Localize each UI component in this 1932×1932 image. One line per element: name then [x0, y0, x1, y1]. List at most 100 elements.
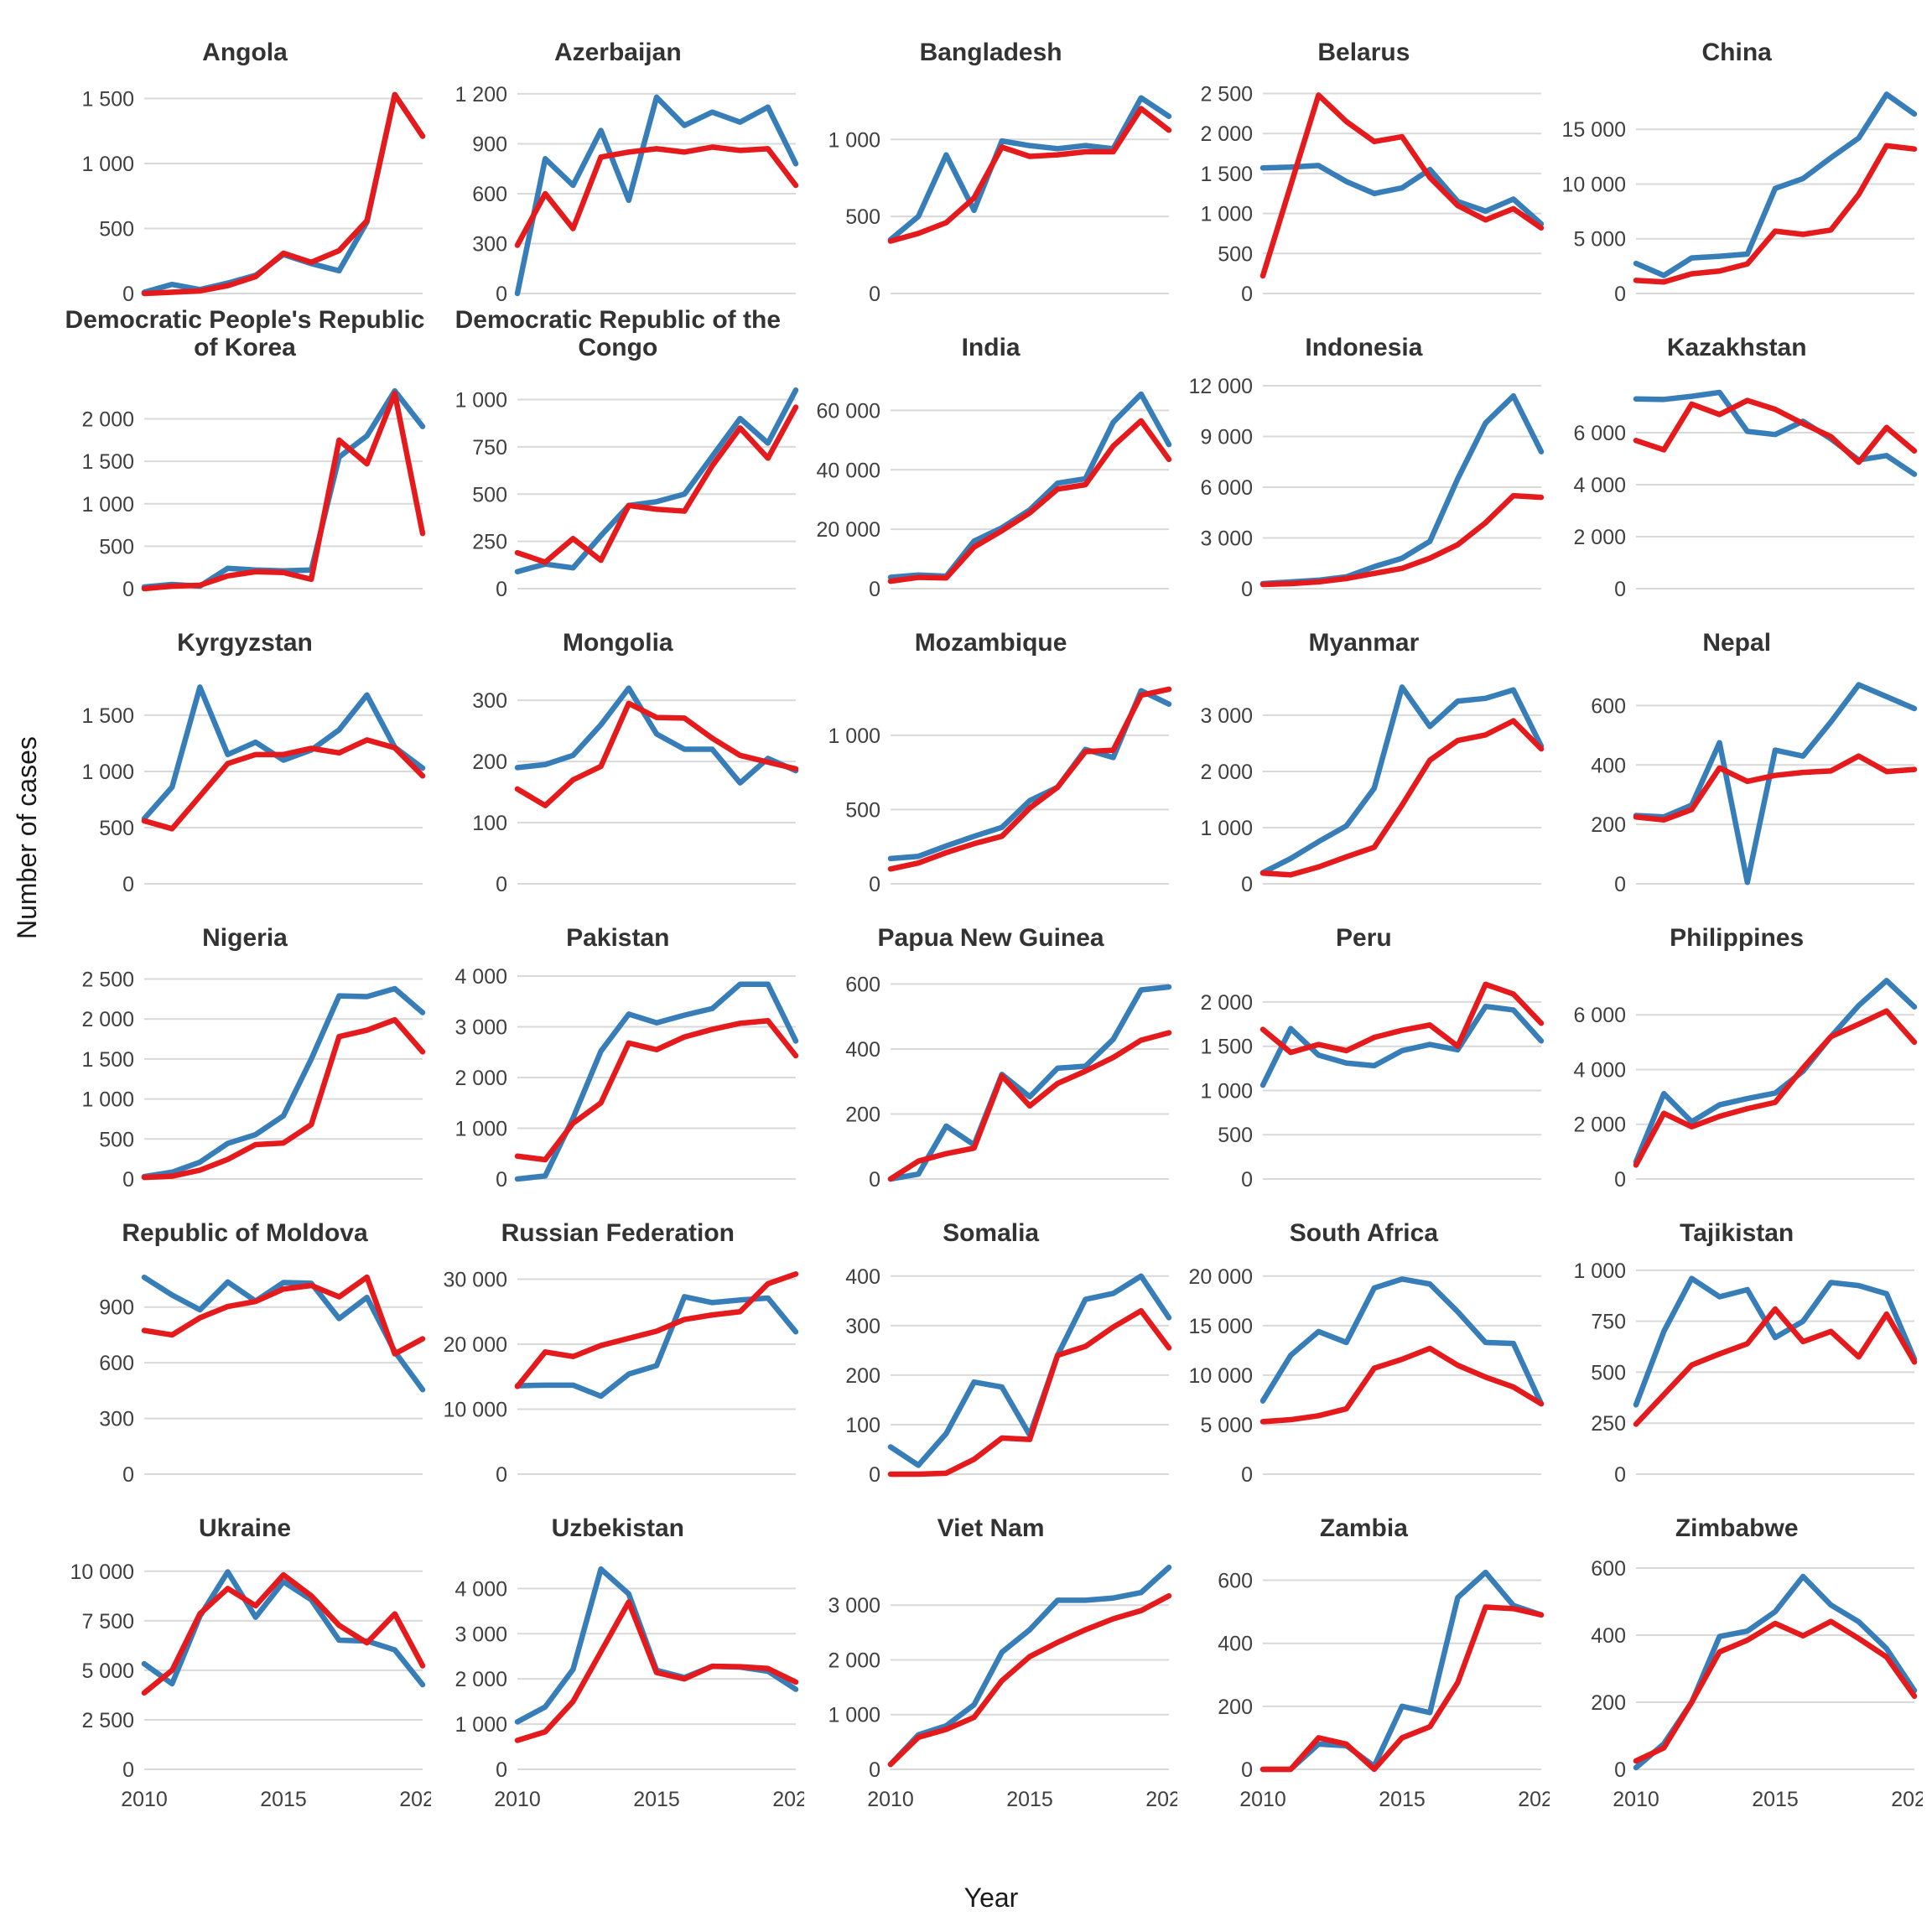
- y-tick-label: 40 000: [816, 459, 880, 482]
- gridlines: 0 5 000 10 000 15 000: [1562, 118, 1915, 306]
- y-tick-label: 0: [1614, 1168, 1626, 1192]
- y-tick-label: 500: [472, 483, 507, 506]
- panel-indonesia: Indonesia 0 3 000 6 000 9 000 12 000: [1177, 310, 1550, 605]
- y-tick-label: 10 000: [70, 1561, 134, 1584]
- y-tick-label: 20 000: [443, 1333, 506, 1357]
- y-tick-label: 250: [472, 531, 507, 554]
- y-tick-label: 200: [845, 1104, 880, 1127]
- x-tick-label: 2010: [1613, 1788, 1659, 1811]
- y-tick-label: 3 000: [828, 1594, 880, 1618]
- series-red-line: [141, 91, 426, 297]
- panel-title: Uzbekistan: [551, 1514, 684, 1543]
- panel-title: China: [1701, 39, 1772, 67]
- y-tick-label: 15 000: [1189, 1315, 1253, 1338]
- gridlines: 0 5 000 10 000 15 000 20 000: [1189, 1265, 1542, 1487]
- panel-nigeria: Nigeria 0 500 1 000 1 500 2 000 2 500: [59, 901, 431, 1196]
- panel-title: Nigeria: [202, 924, 288, 953]
- y-tick-label: 1 000: [1201, 203, 1254, 226]
- y-tick-label: 500: [1218, 242, 1254, 266]
- series-red-line: [141, 1016, 426, 1181]
- series-red-line: [1633, 753, 1918, 823]
- chart-papua-new-guinea: 0 200 400 600: [845, 974, 1171, 1192]
- series-red-line: [887, 1030, 1171, 1182]
- y-tick-label: 1 500: [81, 88, 134, 112]
- series-red-line: [1260, 718, 1545, 878]
- series-blue-line: [141, 91, 426, 295]
- x-tick-label: 2015: [1379, 1788, 1426, 1811]
- y-tick-label: 2 000: [454, 1668, 507, 1691]
- series-blue-line: [887, 95, 1171, 242]
- panel-kyrgyzstan: Kyrgyzstan 0 500 1 000 1 500: [59, 605, 431, 901]
- chart-democratic-republic-of-the-congo: 0 250 500 750 1 000: [454, 387, 799, 601]
- y-tick-label: 4 000: [1574, 1058, 1627, 1082]
- y-tick-label: 400: [845, 1038, 880, 1062]
- panel-title: Bangladesh: [919, 39, 1062, 67]
- series-red-line: [1633, 143, 1918, 285]
- y-tick-label: 3 000: [454, 1623, 507, 1646]
- y-tick-label: 0: [1614, 1463, 1626, 1487]
- y-tick-label: 300: [472, 689, 507, 713]
- x-tick-label: 2020: [1519, 1788, 1550, 1811]
- y-tick-label: 1 200: [454, 83, 507, 106]
- series-blue-line: [514, 1294, 799, 1400]
- panel-democratic-people-s-republic-of-korea: Democratic People's Republic of Korea 0 50…: [59, 306, 431, 605]
- y-tick-label: 0: [1241, 1758, 1253, 1782]
- y-tick-label: 5 000: [81, 1659, 134, 1683]
- gridlines: 0 1 000 2 000 3 000: [1201, 704, 1542, 896]
- chart-nigeria: 0 500 1 000 1 500 2 000 2 500: [81, 969, 426, 1192]
- series-red-line: [1260, 1345, 1545, 1425]
- y-tick-label: 3 000: [454, 1016, 507, 1040]
- gridlines: 0 20 000 40 000 60 000: [816, 399, 1169, 601]
- series-red-line: [514, 1599, 799, 1743]
- series-red-line: [887, 418, 1171, 584]
- chart-pakistan: 0 1 000 2 000 3 000 4 000: [454, 965, 799, 1192]
- series-red-line: [1260, 92, 1545, 279]
- y-tick-label: 2 500: [81, 969, 134, 992]
- y-tick-label: 1 000: [828, 724, 880, 748]
- y-tick-label: 600: [99, 1352, 134, 1375]
- series-blue-line: [1260, 163, 1545, 227]
- y-tick-label: 100: [472, 812, 507, 835]
- series-blue-line: [514, 685, 799, 786]
- y-tick-label: 4 000: [454, 965, 507, 989]
- y-tick-label: 1 500: [81, 450, 134, 474]
- chart-somalia: 0 100 200 300 400: [845, 1265, 1171, 1487]
- series-blue-line: [141, 1275, 426, 1393]
- gridlines: 0 200 400 600: [1591, 694, 1915, 896]
- y-tick-label: 2 500: [81, 1709, 134, 1732]
- panel-title: Mongolia: [562, 629, 673, 657]
- panel-philippines: Philippines 0 2 000 4 000 6 000: [1550, 901, 1923, 1196]
- series-blue-line: [141, 684, 426, 822]
- chart-kyrgyzstan: 0 500 1 000 1 500: [81, 684, 426, 896]
- panel-china: China 0 5 000 10 000 15 000: [1550, 15, 1923, 310]
- gridlines: 0 200 400 600: [845, 974, 1169, 1192]
- y-tick-label: 400: [1591, 754, 1626, 777]
- y-tick-label: 500: [99, 1128, 134, 1151]
- panel-pakistan: Pakistan 0 1 000 2 000 3 000 4 000: [432, 901, 804, 1196]
- panel-nepal: Nepal 0 200 400 600: [1550, 605, 1923, 901]
- series-blue-line: [1260, 1276, 1545, 1407]
- y-tick-label: 1 000: [828, 128, 880, 152]
- chart-republic-of-moldova: 0 300 600 900: [99, 1274, 426, 1487]
- y-tick-label: 200: [1218, 1696, 1254, 1719]
- chart-nepal: 0 200 400 600: [1591, 682, 1918, 896]
- x-tick-label: 2020: [399, 1788, 431, 1811]
- gridlines: 0 200 400 600: [1591, 1557, 1915, 1782]
- y-tick-label: 0: [1241, 578, 1253, 601]
- y-tick-label: 2 000: [1574, 526, 1627, 549]
- panel-title: Ukraine: [198, 1514, 292, 1543]
- panel-tajikistan: Tajikistan 0 250 500 750 1 000: [1550, 1196, 1923, 1491]
- gridlines: 0 500 1 000 1 500 2 000: [1201, 991, 1542, 1192]
- series-red-line: [1260, 1604, 1545, 1773]
- panel-title: Myanmar: [1308, 629, 1420, 657]
- y-tick-label: 6 000: [1574, 1004, 1627, 1027]
- x-tick-label: 2015: [260, 1788, 307, 1811]
- y-tick-label: 200: [1591, 813, 1626, 837]
- panel-mongolia: Mongolia 0 100 200 300: [432, 605, 804, 901]
- x-tick-label: 2020: [1145, 1788, 1177, 1811]
- chart-china: 0 5 000 10 000 15 000: [1562, 91, 1918, 306]
- panel-republic-of-moldova: Republic of Moldova 0 300 600 900: [59, 1196, 431, 1491]
- y-tick-label: 30 000: [443, 1269, 506, 1292]
- panel-belarus: Belarus 0 500 1 000 1 500 2 000 2 500: [1177, 15, 1550, 310]
- series-blue-line: [887, 984, 1171, 1182]
